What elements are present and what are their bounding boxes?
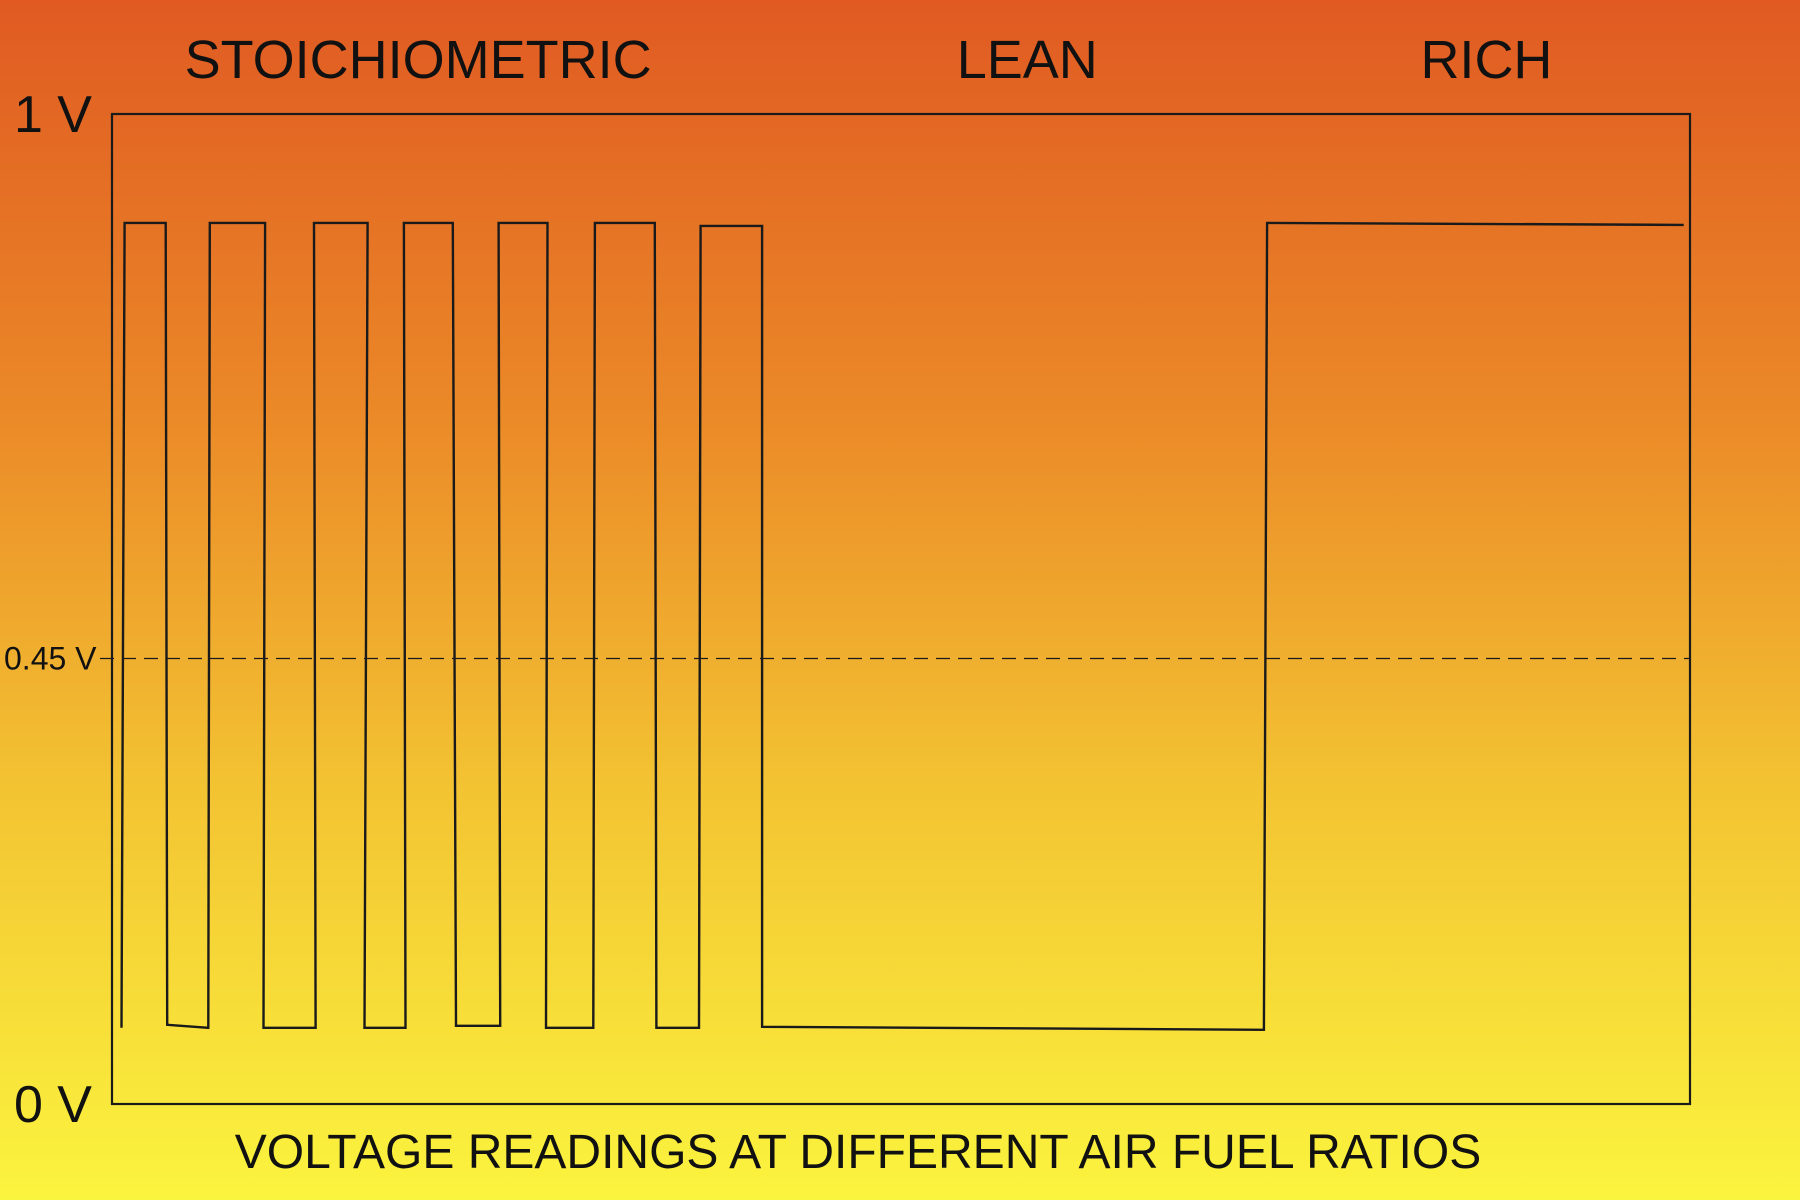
region-label-rich: RICH [1420,30,1552,90]
reference-line-label: 0.45 V [4,641,97,677]
y-tick-label-0: 0 V [14,1076,92,1134]
region-label-stoichiometric: STOICHIOMETRIC [185,30,652,90]
plot-frame [110,112,1692,1106]
voltage-series-line [120,221,1684,1032]
chart-title: VOLTAGE READINGS AT DIFFERENT AIR FUEL R… [235,1126,1481,1179]
reference-group: 0.45 V [4,641,1690,677]
series-group [120,221,1684,1032]
region-label-lean: LEAN [957,30,1098,90]
region-labels: STOICHIOMETRIC LEAN RICH [185,30,1553,90]
y-tick-label-1: 1 V [14,86,92,144]
y-axis-tick-labels: 1 V 0 V [14,86,92,1134]
